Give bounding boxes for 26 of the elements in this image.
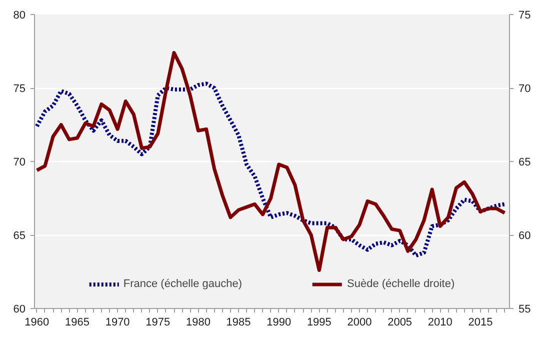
legend-label: Suède (échelle droite) <box>347 278 455 290</box>
x-tick-label: 2005 <box>388 316 412 328</box>
legend-label: France (échelle gauche) <box>123 278 242 290</box>
x-tick-label: 2010 <box>428 316 452 328</box>
x-tick-label: 1970 <box>105 316 130 328</box>
line-series <box>34 82 507 258</box>
y2-tick-label: 70 <box>518 83 531 95</box>
x-tick-label: 2000 <box>347 316 372 328</box>
y-tick-label: 60 <box>13 304 26 316</box>
y2-tick-label: 65 <box>518 156 531 168</box>
y-tick-label: 65 <box>13 230 26 242</box>
x-tick-label: 1990 <box>266 316 292 328</box>
y2-tick-label: 60 <box>518 230 531 242</box>
y-tick-label: 70 <box>13 156 26 168</box>
x-tick-label: 1985 <box>226 316 251 328</box>
x-tick-label: 2015 <box>468 316 493 328</box>
y-tick-label: 80 <box>13 10 26 22</box>
x-tick-label: 1965 <box>65 316 90 328</box>
y2-tick-label: 55 <box>518 304 531 316</box>
y2-tick-label: 75 <box>518 10 531 22</box>
line-series <box>35 50 506 272</box>
x-tick-label: 1960 <box>24 316 50 328</box>
x-tick-label: 1980 <box>186 316 210 328</box>
y-tick-label: 75 <box>13 83 26 95</box>
x-tick-label: 1995 <box>306 316 332 328</box>
x-tick-label: 1975 <box>146 316 170 328</box>
